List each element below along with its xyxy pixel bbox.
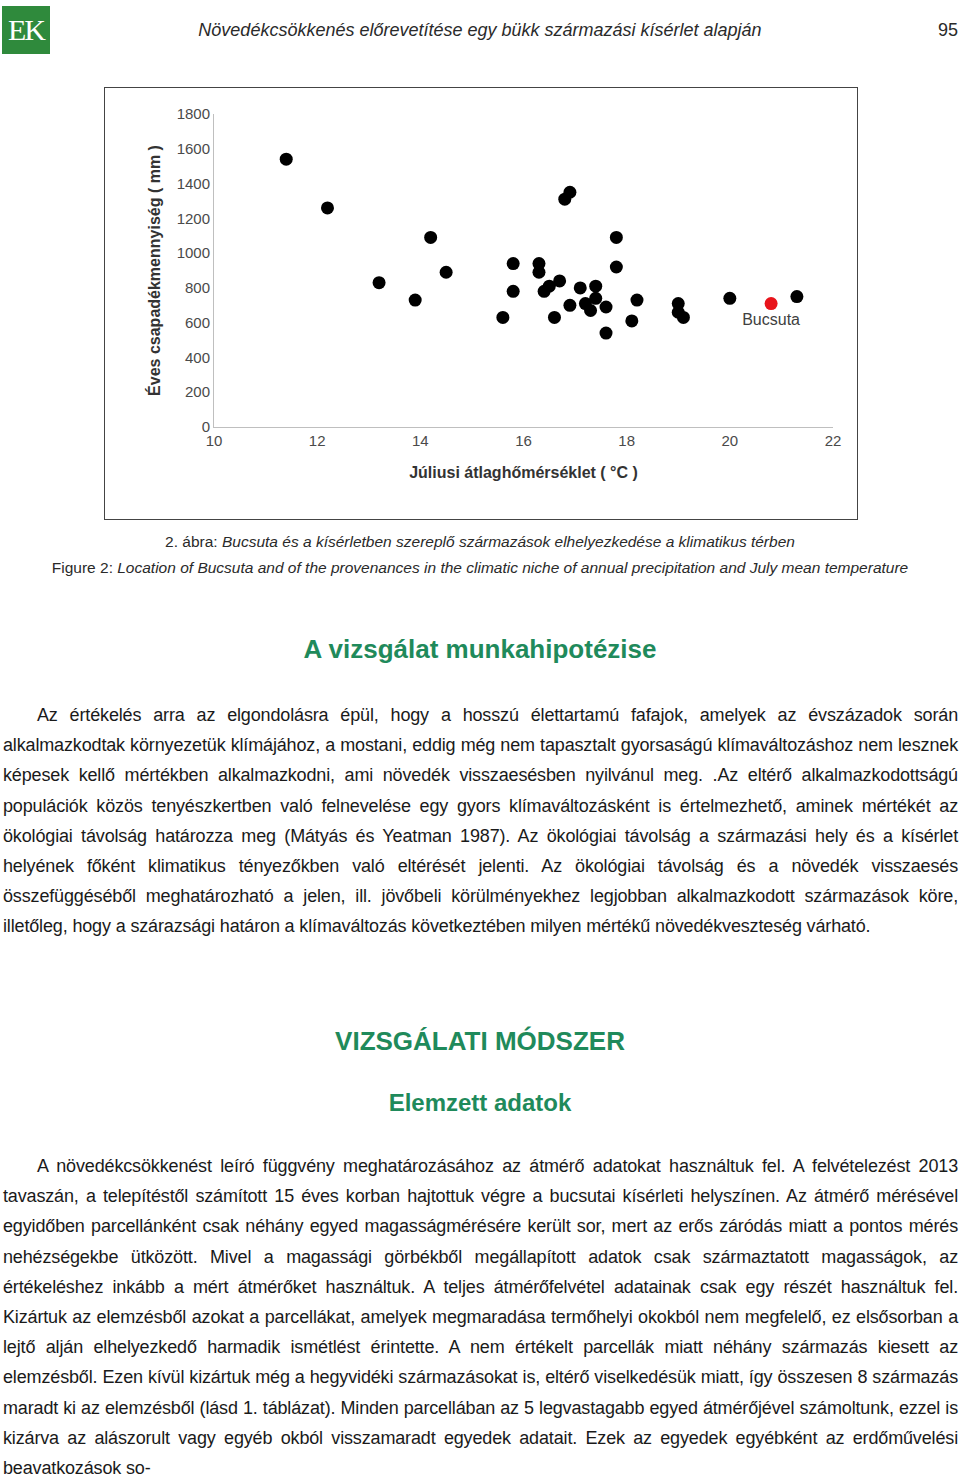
svg-text:22: 22 <box>825 432 842 449</box>
html-text:Az értékelés arra az elgondolá: Az értékelés arra az elgondolásra épül, … <box>3 705 958 937</box>
svg-text:600: 600 <box>185 314 210 331</box>
svg-text:14: 14 <box>412 432 429 449</box>
svg-text:Éves csapadékmennyiség ( mm ): Éves csapadékmennyiség ( mm ) <box>145 145 163 396</box>
svg-text:10: 10 <box>206 432 223 449</box>
svg-text:Júliusi átlaghőmérséklet ( °C: Júliusi átlaghőmérséklet ( °C ) <box>409 464 638 481</box>
svg-text:1000: 1000 <box>177 244 210 261</box>
html-text:EK: EK <box>8 13 44 46</box>
svg-text:16: 16 <box>515 432 532 449</box>
html-text:2. ábra: Bucsuta és a kísérlet: 2. ábra: Bucsuta és a kísérletben szerep… <box>165 533 795 550</box>
svg-text:200: 200 <box>185 383 210 400</box>
svg-text:1600: 1600 <box>177 140 210 157</box>
svg-text:12: 12 <box>309 432 326 449</box>
html-text:95: 95 <box>938 20 958 40</box>
html-text:Növedékcsökkenés előrevetítése: Növedékcsökkenés előrevetítése egy bükk … <box>198 20 762 40</box>
html-text:Figure 2: Location of Bucsuta: Figure 2: Location of Bucsuta and of the… <box>51 559 909 576</box>
html-text:Elemzett adatok: Elemzett adatok <box>388 1089 572 1116</box>
svg-text:18: 18 <box>618 432 635 449</box>
html-text:A növedékcsökkenést leíró függ: A növedékcsökkenést leíró függvény megha… <box>3 1156 958 1478</box>
svg-text:0: 0 <box>202 418 210 435</box>
svg-text:20: 20 <box>721 432 738 449</box>
svg-text:Bucsuta: Bucsuta <box>742 311 800 328</box>
svg-text:1400: 1400 <box>177 175 210 192</box>
svg-text:1200: 1200 <box>177 210 210 227</box>
svg-text:800: 800 <box>185 279 210 296</box>
html-text:VIZSGÁLATI MÓDSZER: VIZSGÁLATI MÓDSZER <box>335 1026 625 1056</box>
html-text:A vizsgálat munkahipotézise: A vizsgálat munkahipotézise <box>303 634 657 664</box>
svg-text:400: 400 <box>185 349 210 366</box>
svg-text:1800: 1800 <box>177 105 210 122</box>
